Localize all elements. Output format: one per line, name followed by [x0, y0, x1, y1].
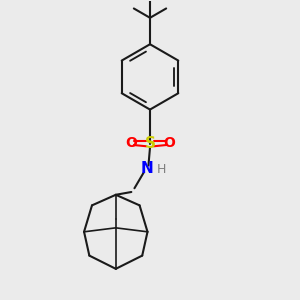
Text: H: H — [157, 163, 167, 176]
Text: S: S — [145, 136, 155, 151]
Text: N: N — [140, 161, 153, 176]
Text: O: O — [125, 136, 137, 150]
Text: O: O — [163, 136, 175, 150]
